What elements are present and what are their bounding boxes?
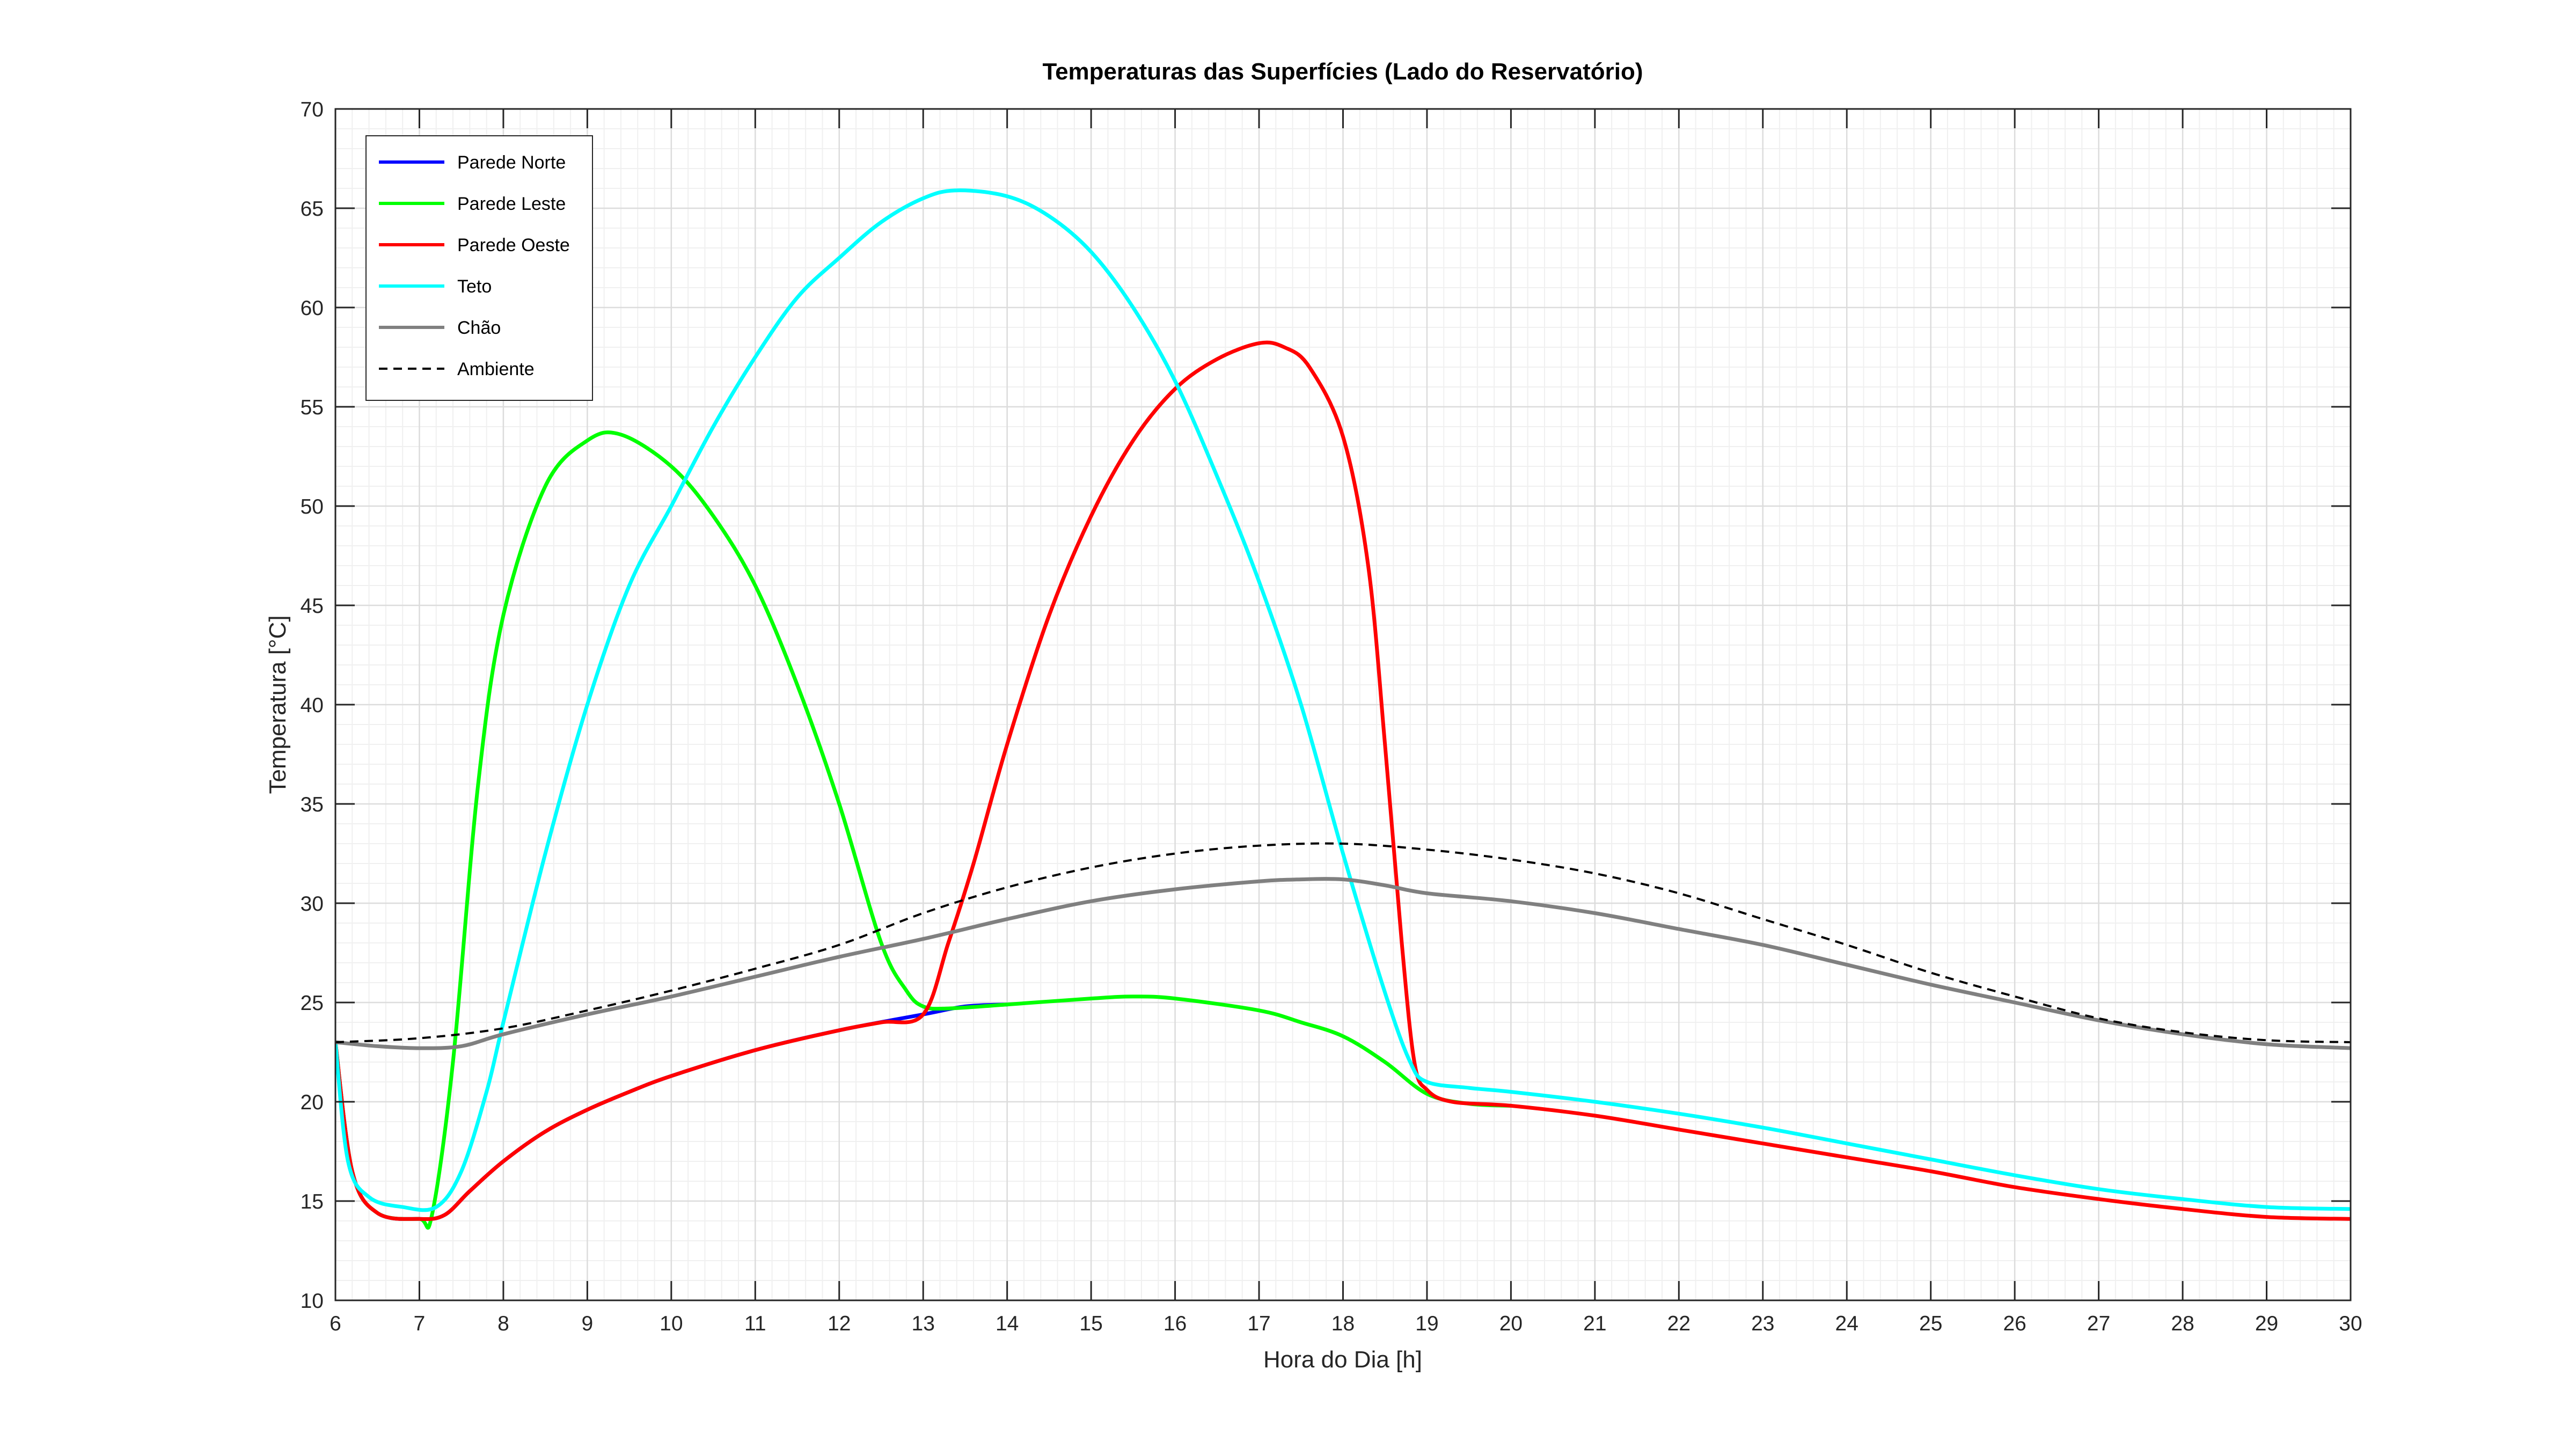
axis-ticks xyxy=(334,108,2352,1301)
x-tick-label: 14 xyxy=(996,1312,1019,1335)
legend-label-parede-norte: Parede Norte xyxy=(457,152,566,173)
x-tick-label: 8 xyxy=(497,1312,509,1335)
x-tick-label: 11 xyxy=(744,1312,766,1335)
x-tick-label: 20 xyxy=(1499,1312,1523,1335)
legend-label-ambiente: Ambiente xyxy=(457,359,535,379)
y-tick-label: 15 xyxy=(301,1190,324,1213)
y-tick-label: 70 xyxy=(301,98,324,121)
series-line-teto xyxy=(335,188,2351,1212)
series-line-parede-leste xyxy=(335,430,1513,1230)
x-tick-label: 10 xyxy=(660,1312,683,1335)
x-tick-label: 7 xyxy=(414,1312,426,1335)
x-tick-label: 19 xyxy=(1415,1312,1438,1335)
y-tick-label: 50 xyxy=(301,495,324,518)
x-tick-labels: 6 7 8 9 10 11 12 13 14 15 16 17 18 19 20 21 22 23 24 25 26 27… xyxy=(330,1312,2362,1335)
x-tick-label: 13 xyxy=(912,1312,935,1335)
legend-label-parede-oeste: Parede Oeste xyxy=(457,235,570,255)
y-tick-label: 35 xyxy=(301,793,324,816)
x-tick-label: 24 xyxy=(1835,1312,1858,1335)
x-tick-label: 18 xyxy=(1331,1312,1355,1335)
x-tick-label: 27 xyxy=(2087,1312,2110,1335)
x-tick-label: 9 xyxy=(582,1312,594,1335)
x-axis-label: Hora do Dia [h] xyxy=(1263,1346,1422,1373)
x-tick-label: 29 xyxy=(2255,1312,2278,1335)
y-tick-label: 65 xyxy=(301,197,324,221)
y-tick-label: 45 xyxy=(301,595,324,618)
x-tick-label: 15 xyxy=(1079,1312,1102,1335)
legend-label-teto: Teto xyxy=(457,276,492,297)
y-axis-label: Temperatura [°C] xyxy=(265,615,291,794)
x-tick-label: 25 xyxy=(1919,1312,1942,1335)
y-tick-label: 40 xyxy=(301,694,324,717)
x-tick-label: 21 xyxy=(1583,1312,1606,1335)
y-tick-label: 10 xyxy=(301,1290,324,1313)
legend-box xyxy=(365,135,593,401)
legend: Parede Norte Parede Leste Parede Oeste Teto… xyxy=(365,135,593,401)
series-line-parede-oeste xyxy=(335,340,2351,1221)
series-line-ambiente xyxy=(335,842,2351,1043)
x-tick-label: 6 xyxy=(330,1312,341,1335)
x-tick-label: 17 xyxy=(1247,1312,1270,1335)
y-tick-label: 30 xyxy=(301,892,324,916)
x-tick-label: 23 xyxy=(1751,1312,1774,1335)
x-tick-label: 22 xyxy=(1667,1312,1690,1335)
chart-title: Temperaturas das Superfícies (Lado do Re… xyxy=(1042,58,1643,85)
x-tick-label: 12 xyxy=(828,1312,851,1335)
y-tick-label: 20 xyxy=(301,1091,324,1114)
x-tick-label: 28 xyxy=(2171,1312,2194,1335)
series-line-chao xyxy=(335,877,2351,1050)
x-tick-label: 26 xyxy=(2003,1312,2026,1335)
plot-area xyxy=(334,108,2352,1301)
y-tick-label: 55 xyxy=(301,396,324,419)
x-tick-label: 30 xyxy=(2339,1312,2362,1335)
series-lines xyxy=(335,188,2351,1230)
y-tick-label: 60 xyxy=(301,297,324,320)
y-tick-label: 25 xyxy=(301,992,324,1015)
y-tick-labels: 10 15 20 25 30 35 40 45 50 55 60 65 70 xyxy=(301,98,324,1313)
legend-label-parede-leste: Parede Leste xyxy=(457,194,566,214)
x-tick-label: 16 xyxy=(1163,1312,1187,1335)
legend-label-chao: Chão xyxy=(457,318,501,338)
